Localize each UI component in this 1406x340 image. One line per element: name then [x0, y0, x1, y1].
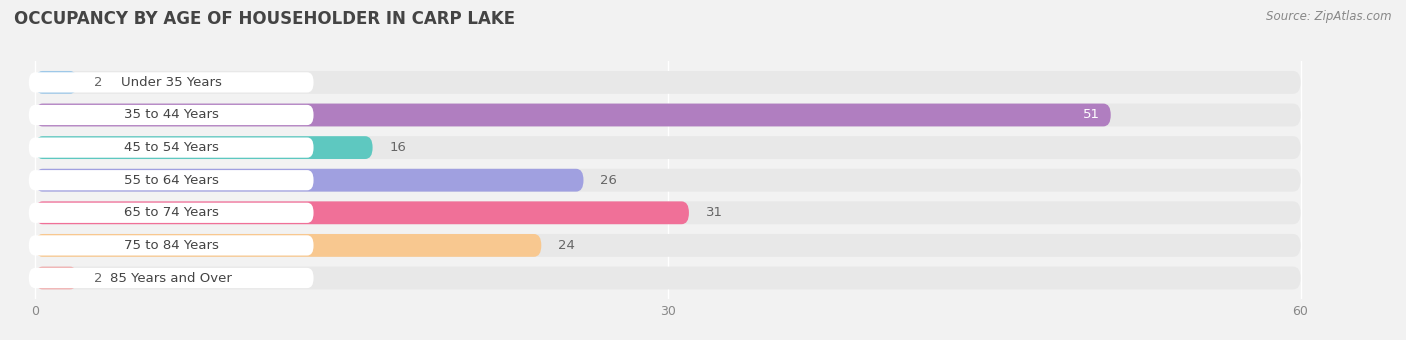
FancyBboxPatch shape — [35, 201, 1301, 224]
Text: 65 to 74 Years: 65 to 74 Years — [124, 206, 218, 219]
FancyBboxPatch shape — [35, 104, 1111, 126]
Text: 51: 51 — [1083, 108, 1101, 121]
FancyBboxPatch shape — [35, 169, 583, 192]
FancyBboxPatch shape — [35, 267, 1301, 289]
Text: 45 to 54 Years: 45 to 54 Years — [124, 141, 218, 154]
FancyBboxPatch shape — [35, 104, 1301, 126]
FancyBboxPatch shape — [35, 136, 1301, 159]
FancyBboxPatch shape — [28, 203, 314, 223]
FancyBboxPatch shape — [35, 267, 77, 289]
FancyBboxPatch shape — [28, 72, 314, 92]
FancyBboxPatch shape — [35, 169, 1301, 192]
FancyBboxPatch shape — [28, 170, 314, 190]
FancyBboxPatch shape — [35, 234, 1301, 257]
Text: 31: 31 — [706, 206, 723, 219]
Text: 2: 2 — [94, 272, 103, 285]
FancyBboxPatch shape — [35, 201, 689, 224]
Text: Under 35 Years: Under 35 Years — [121, 76, 222, 89]
FancyBboxPatch shape — [28, 235, 314, 256]
Text: Source: ZipAtlas.com: Source: ZipAtlas.com — [1267, 10, 1392, 23]
Text: 35 to 44 Years: 35 to 44 Years — [124, 108, 218, 121]
Text: 2: 2 — [94, 76, 103, 89]
FancyBboxPatch shape — [28, 268, 314, 288]
Text: 24: 24 — [558, 239, 575, 252]
FancyBboxPatch shape — [35, 71, 77, 94]
Text: OCCUPANCY BY AGE OF HOUSEHOLDER IN CARP LAKE: OCCUPANCY BY AGE OF HOUSEHOLDER IN CARP … — [14, 10, 515, 28]
Text: 55 to 64 Years: 55 to 64 Years — [124, 174, 218, 187]
Text: 85 Years and Over: 85 Years and Over — [110, 272, 232, 285]
FancyBboxPatch shape — [35, 71, 1301, 94]
FancyBboxPatch shape — [35, 234, 541, 257]
FancyBboxPatch shape — [28, 105, 314, 125]
FancyBboxPatch shape — [35, 136, 373, 159]
FancyBboxPatch shape — [28, 137, 314, 158]
Text: 26: 26 — [600, 174, 617, 187]
Text: 75 to 84 Years: 75 to 84 Years — [124, 239, 218, 252]
Text: 16: 16 — [389, 141, 406, 154]
